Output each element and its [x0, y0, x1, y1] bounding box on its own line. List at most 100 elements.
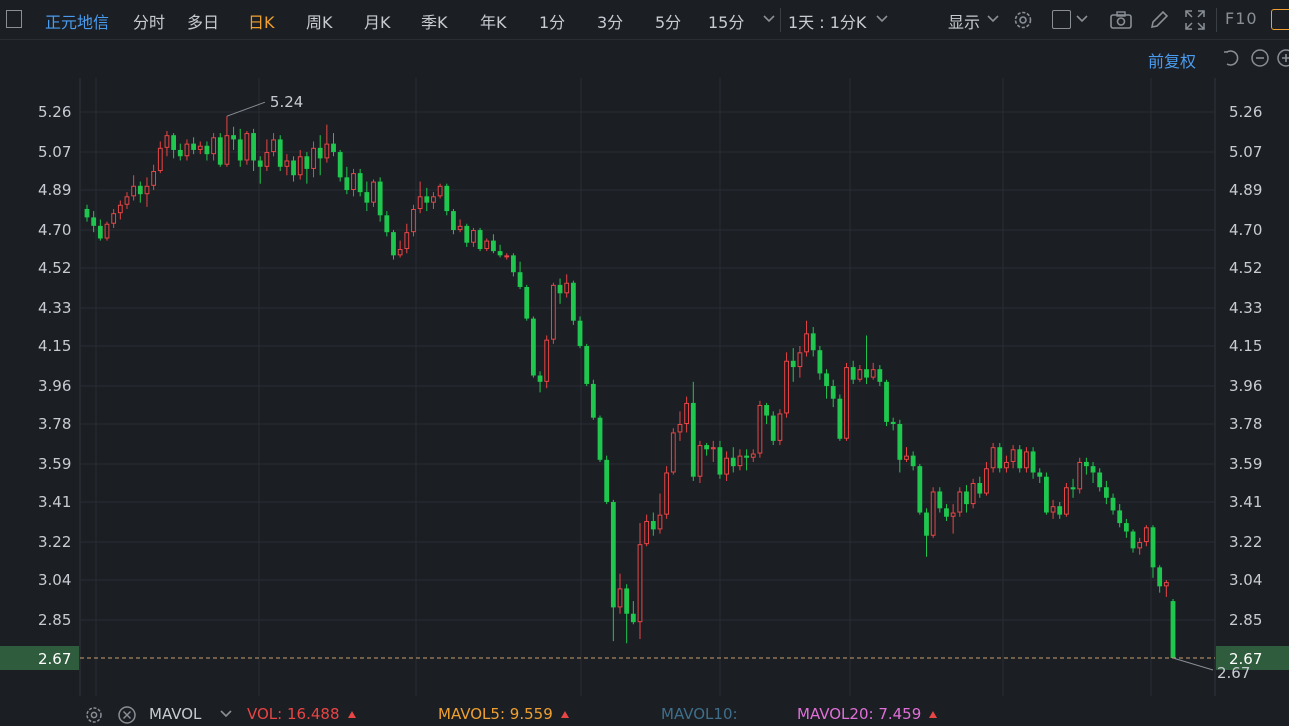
pencil-icon[interactable]	[1148, 9, 1170, 31]
candle	[144, 177, 150, 207]
reset-icon[interactable]	[1221, 48, 1241, 68]
tab-quarterly-k[interactable]: 季K	[421, 13, 448, 32]
close-icon[interactable]	[117, 705, 137, 725]
candle	[850, 360, 856, 384]
candle-body	[297, 156, 303, 176]
display-menu[interactable]: 显示	[948, 13, 981, 32]
candle	[237, 128, 243, 167]
candle-body	[471, 230, 476, 243]
chevron-down-icon[interactable]	[986, 14, 1000, 24]
candle	[650, 512, 656, 536]
tab-3min[interactable]: 3分	[597, 13, 624, 32]
candle-body	[511, 255, 516, 273]
candle-body	[1017, 449, 1023, 469]
candle-body	[877, 369, 883, 382]
chevron-down-icon[interactable]	[1075, 14, 1089, 24]
tab-daily-k[interactable]: 日K	[248, 13, 275, 32]
vol-value: 16.488	[287, 705, 340, 723]
candle	[1123, 518, 1129, 538]
fullscreen-icon[interactable]	[1183, 8, 1207, 32]
stock-name[interactable]: 正元地信	[45, 13, 110, 32]
chart-canvas[interactable]: 5.26 5.26 5.07 5.07 4.89 4.89 4.70 4.70 4.52 4.52…	[0, 78, 1289, 700]
candle-body	[117, 204, 123, 214]
candle-body	[1110, 497, 1116, 511]
candle	[737, 449, 743, 471]
camera-icon[interactable]	[1109, 9, 1133, 31]
tab-1min[interactable]: 1分	[539, 13, 566, 32]
candle-body	[950, 512, 956, 517]
tab-yearly-k[interactable]: 年K	[480, 13, 507, 32]
candle	[784, 352, 789, 418]
candle-body	[391, 232, 396, 256]
panel-toggle-icon[interactable]	[6, 10, 22, 28]
candle-body	[351, 173, 356, 190]
y-tick-label-left: 3.22	[38, 533, 71, 551]
annotations: 5.24 2.67	[226, 93, 1250, 682]
candlestick-chart[interactable]: 5.26 5.26 5.07 5.07 4.89 4.89 4.70 4.70 4.52 4.52…	[0, 78, 1289, 704]
indicator-bar: MAVOL VOL: 16.488 MAVOL5: 9.559 MAVOL10:…	[0, 700, 1289, 726]
candle-body	[844, 367, 849, 439]
candle	[950, 504, 956, 534]
candle	[984, 461, 989, 496]
candle-body	[464, 225, 470, 243]
indicator-name[interactable]: MAVOL	[149, 705, 202, 723]
candle	[97, 219, 103, 241]
y-tick-label-right: 3.78	[1229, 415, 1262, 433]
candle-body	[557, 284, 563, 294]
candle	[1097, 468, 1103, 492]
candle	[590, 379, 596, 420]
candle	[437, 183, 443, 199]
y-tick-label-left: 4.15	[38, 337, 71, 355]
candle-body	[1057, 506, 1063, 515]
candle-body	[564, 282, 570, 294]
candle-body	[271, 139, 276, 153]
chevron-down-icon[interactable]	[219, 709, 233, 719]
candle-body	[870, 369, 876, 378]
candle	[1024, 447, 1029, 473]
candle	[91, 211, 97, 233]
candle-body	[630, 613, 636, 623]
candle	[431, 192, 436, 209]
square-icon[interactable]	[1052, 10, 1071, 29]
candle	[557, 278, 563, 304]
candle-body	[957, 491, 963, 513]
candle	[457, 219, 463, 233]
chevron-down-icon[interactable]	[875, 14, 889, 24]
gear-icon[interactable]	[1012, 9, 1034, 31]
interval-selector[interactable]: 1天 : 1分K	[788, 13, 867, 32]
side-panel-icon[interactable]	[1271, 9, 1289, 30]
candle-body	[770, 415, 776, 441]
candle	[277, 135, 283, 172]
candle	[757, 400, 763, 458]
candle	[1090, 461, 1096, 484]
candle	[657, 493, 663, 534]
candle-body	[237, 139, 243, 161]
y-tick-label-right: 4.15	[1229, 337, 1262, 355]
candle-body	[730, 457, 736, 467]
candle	[904, 447, 909, 462]
candle-body	[431, 196, 436, 203]
gear-icon[interactable]	[84, 705, 104, 725]
mavol5-value: 9.559	[509, 705, 553, 723]
tab-intraday[interactable]: 分时	[133, 13, 166, 32]
tab-5min[interactable]: 5分	[655, 13, 682, 32]
zoom-in-icon[interactable]	[1276, 48, 1289, 68]
candle	[550, 282, 556, 344]
candle	[804, 320, 809, 357]
candle-body	[477, 230, 483, 250]
chevron-down-icon[interactable]	[762, 14, 776, 24]
f10-button[interactable]: F10	[1225, 9, 1258, 28]
adjust-selector[interactable]: 前复权	[1148, 52, 1197, 71]
candle-body	[924, 512, 929, 536]
candle	[864, 335, 869, 384]
zoom-out-icon[interactable]	[1250, 48, 1270, 68]
tab-multi-day[interactable]: 多日	[187, 13, 220, 32]
candle-body	[504, 255, 510, 258]
candle	[584, 343, 590, 387]
y-tick-label-right: 2.85	[1229, 611, 1262, 629]
candle-body	[337, 152, 343, 178]
tab-monthly-k[interactable]: 月K	[364, 13, 391, 32]
candle	[111, 208, 117, 228]
tab-15min[interactable]: 15分	[708, 13, 745, 32]
tab-weekly-k[interactable]: 周K	[306, 13, 333, 32]
